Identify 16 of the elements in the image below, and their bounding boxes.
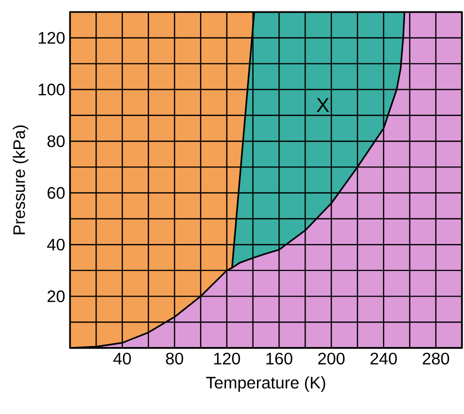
y-tick-label: 40 <box>47 238 65 251</box>
y-tick-label: 100 <box>38 84 65 96</box>
x-axis-title: Temperature (K) <box>206 376 326 392</box>
x-tick-label: 120 <box>214 352 240 364</box>
x-tick-label: 200 <box>318 352 345 364</box>
y-axis-title: Pressure (kPa) <box>12 125 28 234</box>
x-tick-label: 280 <box>422 352 450 364</box>
y-tick-label: 20 <box>48 290 65 302</box>
y-tick-label: 120 <box>38 32 65 44</box>
annotation: X <box>316 98 330 112</box>
y-tick-label: 80 <box>47 135 65 148</box>
y-tick-label: 60 <box>48 187 65 199</box>
x-tick-label: 240 <box>370 352 397 364</box>
x-tick-label: 160 <box>266 352 292 364</box>
x-tick-label: 80 <box>166 352 184 364</box>
x-tick-label: 40 <box>113 352 131 364</box>
